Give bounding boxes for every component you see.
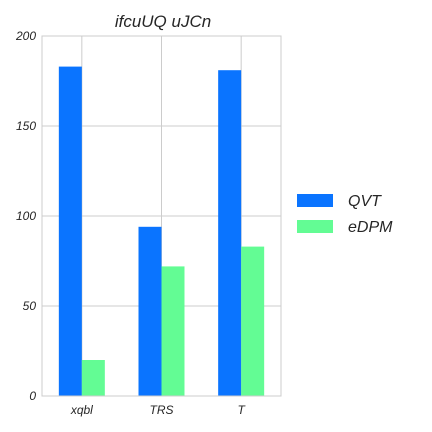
bar-eDPM-TRS bbox=[161, 266, 185, 396]
y-tick-label: 0 bbox=[29, 389, 36, 403]
x-tick-label: T bbox=[237, 403, 246, 417]
legend: QVT eDPM bbox=[297, 193, 393, 236]
bar-QVT-xqbl bbox=[58, 66, 82, 396]
bar-eDPM-T bbox=[241, 246, 265, 396]
bar-eDPM-xqbl bbox=[81, 360, 105, 396]
x-tick-label: TRS bbox=[150, 403, 174, 417]
y-tick-label: 50 bbox=[23, 299, 37, 313]
legend-label: QVT bbox=[348, 193, 382, 210]
axes: 0 50 100 150 200 xqbl TRS T bbox=[15, 29, 282, 417]
y-tick-label: 150 bbox=[16, 119, 36, 133]
legend-swatch bbox=[297, 220, 333, 233]
bar-QVT-TRS bbox=[138, 226, 162, 396]
y-tick-label: 100 bbox=[16, 209, 36, 223]
plot-frame bbox=[41, 35, 282, 397]
bar-QVT-T bbox=[218, 70, 242, 396]
x-tick-label: xqbl bbox=[70, 403, 93, 417]
y-tick-label: 200 bbox=[15, 29, 36, 43]
bars bbox=[58, 66, 265, 396]
legend-swatch bbox=[297, 194, 333, 207]
chart-title: ifcuUQ uJCn bbox=[115, 12, 211, 31]
legend-label: eDPM bbox=[348, 219, 393, 236]
